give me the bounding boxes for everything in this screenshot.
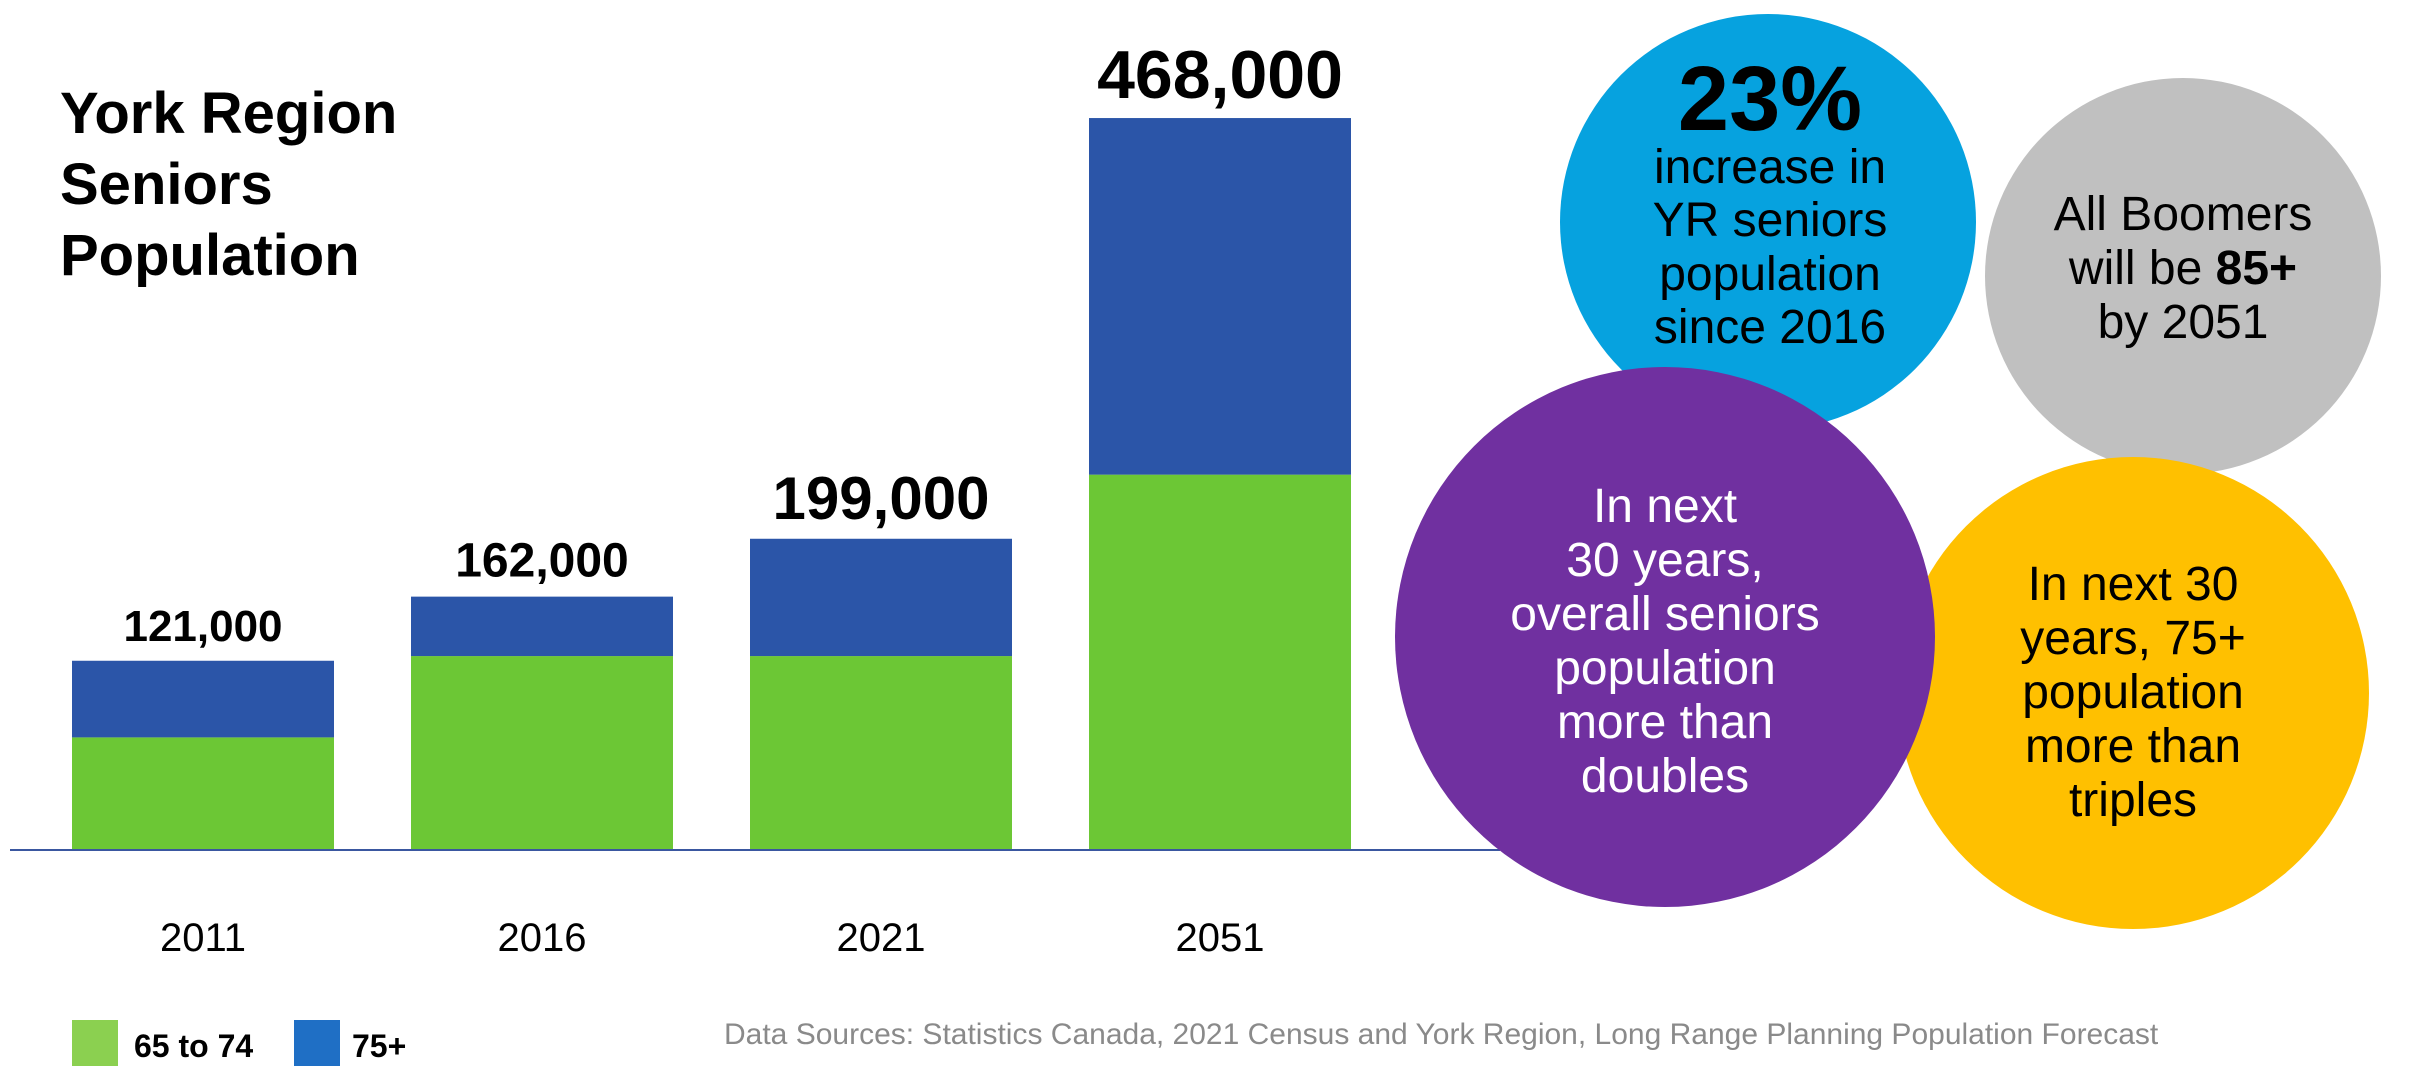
bar-2016-65-74 bbox=[411, 656, 673, 850]
callout-purple-line: In next bbox=[1593, 480, 1737, 533]
callout-gray-circle bbox=[1985, 78, 2381, 474]
total-label-2051: 468,000 bbox=[1097, 37, 1343, 113]
callout-purple-line: doubles bbox=[1581, 750, 1749, 803]
x-tick-2016: 2016 bbox=[498, 916, 587, 960]
callout-yellow-line: more than bbox=[2025, 720, 2241, 773]
legend-label-65-74: 65 to 74 bbox=[134, 1028, 254, 1064]
callout-gray-pre: will be bbox=[2068, 242, 2216, 295]
callout-yellow-circle bbox=[1897, 457, 2369, 929]
callout-yellow-line: population bbox=[2022, 666, 2244, 719]
callout-blue-circle bbox=[1560, 14, 1976, 430]
bar-2051-75-plus bbox=[1089, 118, 1351, 475]
x-tick-labels: 2011 2016 2021 2051 bbox=[160, 916, 1265, 960]
callout-purple-circle bbox=[1395, 367, 1935, 907]
callout-blue: 23% increase in YR seniors population si… bbox=[1560, 14, 1976, 430]
callout-blue-line: YR seniors bbox=[1653, 194, 1888, 247]
total-label-2016: 162,000 bbox=[455, 535, 629, 588]
total-label-2021: 199,000 bbox=[773, 465, 990, 532]
callout-purple: In next 30 years, overall seniors popula… bbox=[1395, 367, 1935, 907]
legend-label-75-plus: 75+ bbox=[352, 1028, 407, 1064]
callout-blue-big: 23% bbox=[1678, 48, 1862, 150]
bar-2051-65-74 bbox=[1089, 474, 1351, 850]
bar-2011-75-plus bbox=[72, 660, 334, 738]
bar-2021-75-plus bbox=[750, 538, 1012, 657]
bar-2016-75-plus bbox=[411, 596, 673, 657]
callout-gray-line: by 2051 bbox=[2098, 296, 2269, 349]
legend-swatch-75-plus bbox=[294, 1020, 340, 1066]
x-tick-2051: 2051 bbox=[1176, 916, 1265, 960]
callout-blue-line: since 2016 bbox=[1654, 301, 1886, 354]
callout-gray: All Boomers will be 85+ by 2051 bbox=[1985, 78, 2381, 474]
callout-blue-line: increase in bbox=[1654, 141, 1886, 194]
callout-yellow-line: years, 75+ bbox=[2020, 612, 2245, 665]
data-source-note: Data Sources: Statistics Canada, 2021 Ce… bbox=[724, 1018, 2159, 1051]
callout-purple-line: overall seniors bbox=[1510, 588, 1819, 641]
total-labels: 121,000 162,000 199,000 468,000 bbox=[123, 37, 1342, 651]
callout-yellow-line: In next 30 bbox=[2028, 558, 2239, 611]
callout-yellow: In next 30 years, 75+ population more th… bbox=[1897, 457, 2369, 929]
x-tick-2011: 2011 bbox=[160, 916, 246, 960]
callout-purple-line: 30 years, bbox=[1566, 534, 1763, 587]
x-tick-2021: 2021 bbox=[837, 916, 926, 960]
callout-yellow-line: triples bbox=[2069, 774, 2197, 827]
bar-2011-65-74 bbox=[72, 737, 334, 850]
chart-title-line: Seniors bbox=[60, 152, 273, 217]
bars-group bbox=[72, 118, 1351, 850]
callout-purple-line: population bbox=[1554, 642, 1776, 695]
chart-title-line: Population bbox=[60, 223, 360, 288]
total-label-2011: 121,000 bbox=[123, 602, 282, 651]
chart-title-line: York Region bbox=[60, 81, 398, 146]
callout-gray-line: will be 85+ bbox=[2068, 242, 2297, 295]
callout-gray-bold: 85+ bbox=[2216, 242, 2297, 295]
legend-swatch-65-74 bbox=[72, 1020, 118, 1066]
bar-2021-65-74 bbox=[750, 656, 1012, 850]
chart-title: York Region Seniors Population bbox=[60, 78, 397, 291]
callout-gray-line: All Boomers bbox=[2054, 188, 2313, 241]
callout-blue-line: population bbox=[1659, 248, 1881, 301]
callout-purple-line: more than bbox=[1557, 696, 1773, 749]
